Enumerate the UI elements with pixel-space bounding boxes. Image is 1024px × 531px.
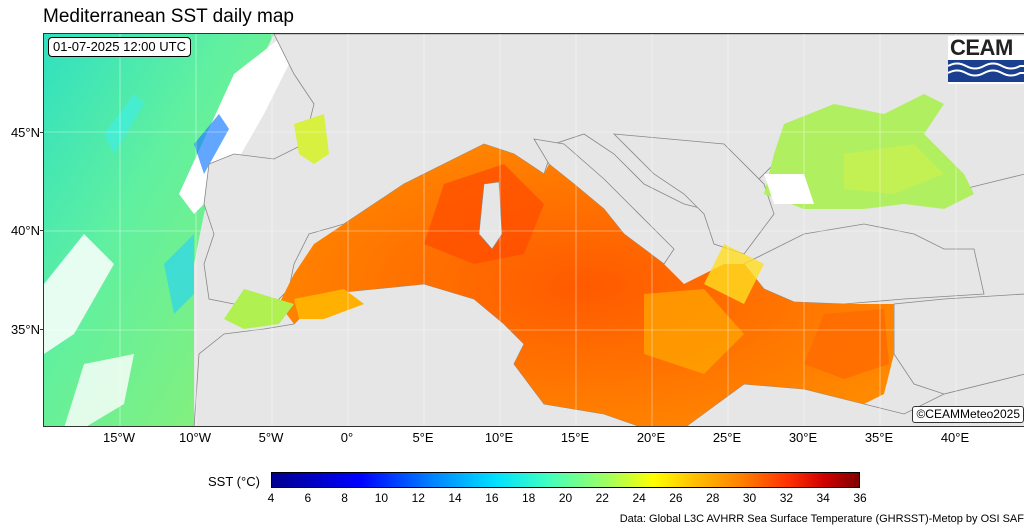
colorbar-tick-label: 36 <box>853 491 867 505</box>
lat-tick <box>40 329 43 330</box>
lon-label-5e: 5°E <box>412 430 434 445</box>
lon-label-10w: 10°W <box>179 430 211 445</box>
colorbar-tick-label: 12 <box>411 491 425 505</box>
colorbar-tick-label: 14 <box>448 491 462 505</box>
lon-label-5w: 5°W <box>258 430 284 445</box>
lat-label-45n: 45°N <box>10 125 40 140</box>
logo-text: CEAM <box>950 35 1013 60</box>
lon-label-15w: 15°W <box>103 430 135 445</box>
colorbar-tick-label: 26 <box>669 491 683 505</box>
lat-tick <box>40 132 43 133</box>
map-canvas <box>44 34 1024 426</box>
lon-label-0: 0° <box>340 430 354 445</box>
logo-waves-icon <box>948 60 1024 82</box>
land-mass <box>193 34 1024 426</box>
sst-colorbar <box>271 472 860 488</box>
graticule <box>44 34 1024 426</box>
colorbar-tick-label: 32 <box>779 491 794 505</box>
colorbar-tick-label: 6 <box>304 491 312 505</box>
lon-label-30e: 30°E <box>788 430 818 445</box>
sst-map[interactable]: 01-07-2025 12:00 UTC CEAM ©CEAMMeteo2025 <box>43 33 1024 427</box>
lat-label-40n: 40°N <box>10 223 40 238</box>
lat-label-35n: 35°N <box>10 322 40 337</box>
lon-label-40e: 40°E <box>940 430 970 445</box>
colorbar-tick-label: 4 <box>267 491 275 505</box>
colorbar-tick-label: 30 <box>742 491 757 505</box>
lon-label-15e: 15°E <box>560 430 590 445</box>
map-title: Mediterranean SST daily map <box>43 6 294 27</box>
timestamp-badge: 01-07-2025 12:00 UTC <box>48 37 191 57</box>
colorbar-tick-label: 28 <box>706 491 720 505</box>
colorbar-tick-label: 20 <box>558 491 573 505</box>
data-source: Data: Global L3C AVHRR Sea Surface Tempe… <box>619 513 1024 525</box>
lat-tick <box>40 230 43 231</box>
biscay-sst <box>294 114 329 164</box>
colorbar-tick-label: 8 <box>341 491 348 505</box>
lon-label-25e: 25°E <box>712 430 742 445</box>
colorbar-tick-label: 16 <box>485 491 499 505</box>
colorbar-tick-label: 34 <box>816 491 830 505</box>
watermark-label: ©CEAMMeteo2025 <box>912 406 1024 423</box>
black-sea-sst <box>764 94 974 209</box>
colorbar-tick-label: 10 <box>374 491 389 505</box>
ceam-logo: CEAM <box>948 36 1024 84</box>
lon-label-10e: 10°E <box>484 430 514 445</box>
colorbar-tick-label: 24 <box>632 491 646 505</box>
colorbar-label: SST (°C) <box>208 474 260 489</box>
lon-label-35e: 35°E <box>864 430 894 445</box>
mediterranean-sst <box>224 144 894 426</box>
colorbar-tick-label: 18 <box>522 491 536 505</box>
lon-label-20e: 20°E <box>636 430 666 445</box>
colorbar-tick-label: 22 <box>595 491 609 505</box>
